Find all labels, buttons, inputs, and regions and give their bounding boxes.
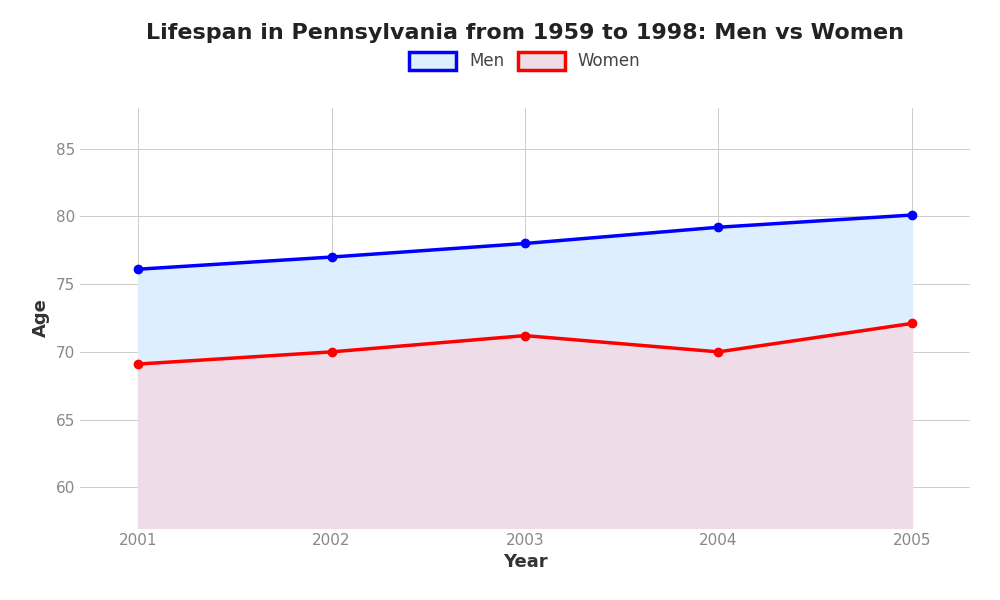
Legend: Men, Women: Men, Women (403, 45, 647, 77)
Title: Lifespan in Pennsylvania from 1959 to 1998: Men vs Women: Lifespan in Pennsylvania from 1959 to 19… (146, 23, 904, 43)
Y-axis label: Age: Age (32, 299, 50, 337)
X-axis label: Year: Year (503, 553, 547, 571)
